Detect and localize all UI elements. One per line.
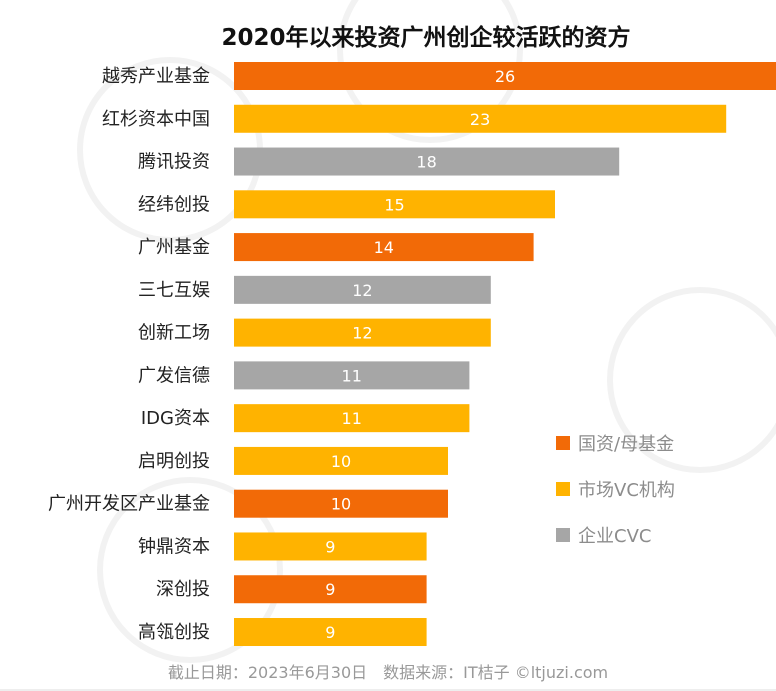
bar xyxy=(234,318,491,347)
data-label: 12 xyxy=(352,281,372,300)
bar xyxy=(234,618,427,647)
category-label: 腾讯投资 xyxy=(138,152,210,173)
category-label: 三七互娱 xyxy=(138,280,210,301)
legend-label: 市场VC机构 xyxy=(578,480,675,501)
data-label: 12 xyxy=(352,324,372,343)
data-label: 14 xyxy=(374,238,394,257)
category-label: IDG资本 xyxy=(141,408,210,429)
bar xyxy=(234,233,534,262)
bar xyxy=(234,147,620,176)
data-label: 9 xyxy=(325,537,335,556)
bar xyxy=(234,404,470,433)
bar xyxy=(234,361,470,390)
data-label: 26 xyxy=(495,67,515,86)
bar xyxy=(234,190,555,219)
category-label: 广州开发区产业基金 xyxy=(48,494,210,515)
bar xyxy=(234,575,427,604)
category-label: 越秀产业基金 xyxy=(102,66,210,87)
bar xyxy=(234,62,776,90)
bars: 越秀产业基金 26 红杉资本中国 23 腾讯投资 18 经纬创投 15 广州基金 14 三七互娱 12… xyxy=(48,62,776,647)
category-label: 广州基金 xyxy=(138,237,210,258)
legend-swatch xyxy=(556,482,570,496)
data-label: 11 xyxy=(342,366,362,385)
data-label: 15 xyxy=(384,195,404,214)
data-label: 10 xyxy=(331,495,351,514)
legend-swatch xyxy=(556,436,570,450)
bar xyxy=(234,532,427,561)
category-label: 钟鼎资本 xyxy=(138,536,210,557)
legend-label: 国资/母基金 xyxy=(578,434,674,455)
data-label: 10 xyxy=(331,452,351,471)
bar xyxy=(234,446,448,475)
data-label: 11 xyxy=(342,409,362,428)
bar xyxy=(234,104,727,133)
data-label: 9 xyxy=(325,623,335,642)
data-label: 23 xyxy=(470,110,490,129)
data-label: 9 xyxy=(325,580,335,599)
category-label: 创新工场 xyxy=(138,323,210,344)
category-label: 深创投 xyxy=(156,579,210,600)
chart-title: 2020年以来投资广州创企较活跃的资方 xyxy=(221,24,630,51)
category-label: 广发信德 xyxy=(138,365,210,386)
data-label: 18 xyxy=(416,153,436,172)
category-label: 经纬创投 xyxy=(138,194,210,215)
bar xyxy=(234,489,448,518)
legend-label: 企业CVC xyxy=(578,526,651,547)
watermarks xyxy=(77,0,776,663)
legend-swatch xyxy=(556,528,570,542)
category-label: 启明创投 xyxy=(138,451,210,472)
footer-source: 截止日期：2023年6月30日 数据来源：IT桔子 ©ltjuzi.com xyxy=(168,663,608,682)
category-label: 红杉资本中国 xyxy=(102,109,210,130)
bar xyxy=(234,275,491,304)
category-label: 高瓴创投 xyxy=(138,622,210,643)
